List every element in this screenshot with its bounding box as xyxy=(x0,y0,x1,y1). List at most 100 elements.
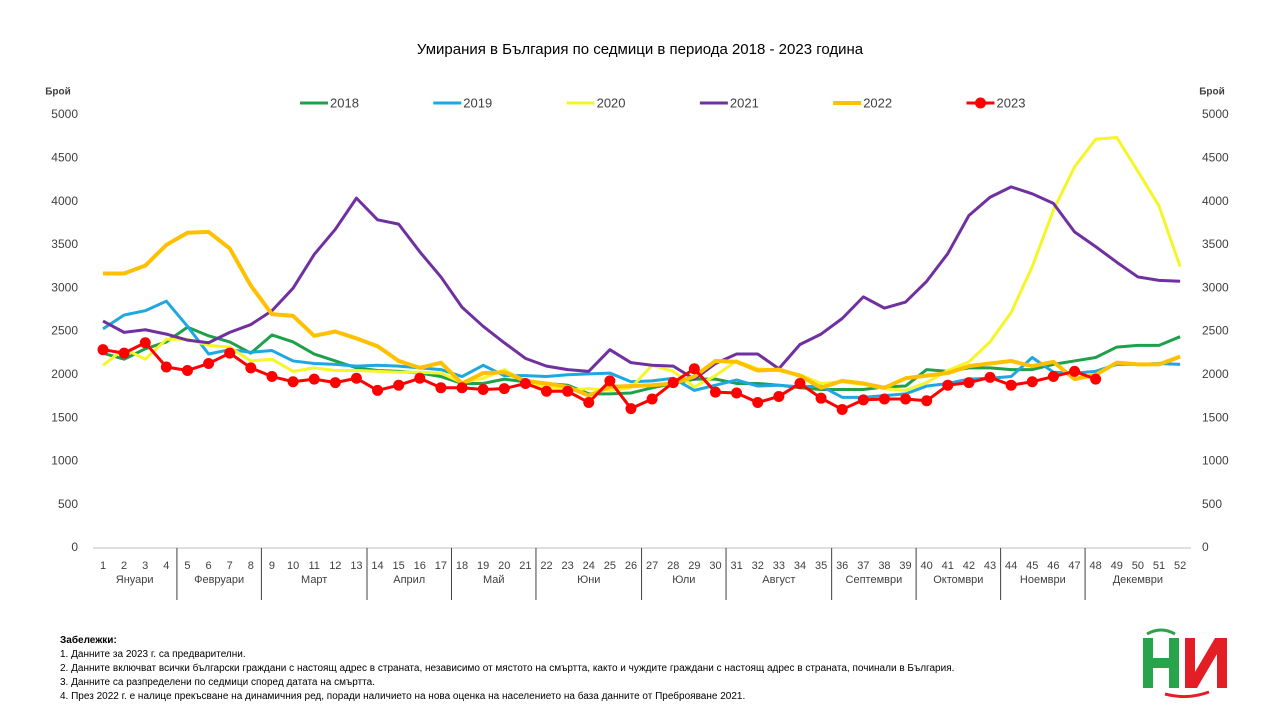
x-tick-label: 51 xyxy=(1153,560,1165,572)
y-tick-label: 2000 xyxy=(51,367,78,381)
x-tick-label: 44 xyxy=(1005,560,1017,572)
x-tick-label: 10 xyxy=(287,560,299,572)
y-tick-label: 3500 xyxy=(51,237,78,251)
x-tick-label: 16 xyxy=(414,560,426,572)
x-tick-label: 1 xyxy=(100,560,106,572)
x-tick-label: 24 xyxy=(583,560,595,572)
x-tick-label: 41 xyxy=(942,560,954,572)
point-marker xyxy=(709,386,721,398)
point-marker xyxy=(308,373,320,385)
month-label: Юли xyxy=(672,574,695,586)
x-tick-label: 40 xyxy=(921,560,933,572)
point-marker xyxy=(245,362,257,374)
logo-arc xyxy=(1146,628,1176,636)
point-marker xyxy=(815,392,827,404)
x-tick-label: 18 xyxy=(456,560,468,572)
point-marker xyxy=(646,393,658,405)
point-marker xyxy=(477,384,489,396)
y-axis-label: Брой xyxy=(45,87,71,98)
point-marker xyxy=(921,395,933,407)
y2-axis-label: Брой xyxy=(1199,87,1225,98)
x-tick-label: 21 xyxy=(519,560,531,572)
point-marker xyxy=(604,375,616,387)
note: 2. Данните включват всички български гра… xyxy=(60,663,955,674)
x-tick-label: 23 xyxy=(562,560,574,572)
month-label: Август xyxy=(762,574,795,586)
point-marker xyxy=(519,377,531,389)
legend-label: 2022 xyxy=(863,95,892,110)
y-tick-label: 1000 xyxy=(51,454,78,468)
x-tick-label: 42 xyxy=(963,560,975,572)
x-tick-label: 12 xyxy=(329,560,341,572)
y2-tick-label: 500 xyxy=(1202,497,1222,511)
point-marker xyxy=(752,397,764,409)
legend-label: 2021 xyxy=(730,95,759,110)
point-marker xyxy=(667,377,679,389)
series-line xyxy=(102,136,1182,392)
y2-tick-label: 3500 xyxy=(1202,237,1229,251)
x-tick-label: 26 xyxy=(625,560,637,572)
x-tick-label: 11 xyxy=(308,560,319,572)
point-marker xyxy=(900,393,912,405)
point-marker xyxy=(414,372,426,384)
y2-tick-label: 1000 xyxy=(1202,454,1229,468)
legend-label: 2018 xyxy=(330,95,359,110)
x-tick-label: 37 xyxy=(857,560,869,572)
point-marker xyxy=(203,358,215,370)
x-tick-label: 6 xyxy=(206,560,212,572)
point-marker xyxy=(963,377,975,389)
point-marker xyxy=(731,387,743,399)
y-tick-label: 4000 xyxy=(51,194,78,208)
x-tick-label: 38 xyxy=(878,560,890,572)
legend-label: 2019 xyxy=(463,95,492,110)
x-tick-label: 52 xyxy=(1174,560,1186,572)
point-marker xyxy=(224,347,236,359)
x-tick-label: 45 xyxy=(1026,560,1038,572)
month-label: Януари xyxy=(116,574,154,586)
x-tick-label: 2 xyxy=(121,560,127,572)
x-tick-label: 25 xyxy=(604,560,616,572)
point-marker xyxy=(878,393,890,405)
point-marker xyxy=(1069,365,1081,377)
note: 4. През 2022 г. е налице прекъсване на д… xyxy=(60,691,746,702)
point-marker xyxy=(857,394,869,406)
point-marker xyxy=(1090,373,1102,385)
point-marker xyxy=(1026,376,1038,388)
logo-letter xyxy=(1143,638,1179,688)
x-tick-label: 15 xyxy=(393,560,405,572)
month-label: Октомври xyxy=(933,574,983,586)
x-tick-label: 47 xyxy=(1068,560,1080,572)
point-marker xyxy=(393,379,405,391)
point-marker xyxy=(118,347,130,359)
point-marker xyxy=(350,372,362,384)
note: 1. Данните за 2023 г. са предварителни. xyxy=(60,649,246,660)
x-tick-label: 4 xyxy=(163,560,169,572)
x-tick-label: 9 xyxy=(269,560,275,572)
point-marker xyxy=(541,385,553,397)
y-tick-label: 4500 xyxy=(51,150,78,164)
point-marker xyxy=(688,363,700,375)
month-label: Юни xyxy=(577,574,600,586)
point-marker xyxy=(329,377,341,389)
point-marker xyxy=(266,371,278,383)
x-tick-label: 14 xyxy=(371,560,383,572)
point-marker xyxy=(160,361,172,373)
x-tick-label: 30 xyxy=(709,560,721,572)
point-marker xyxy=(1047,371,1059,383)
point-marker xyxy=(139,337,151,349)
x-tick-label: 29 xyxy=(688,560,700,572)
x-tick-label: 31 xyxy=(730,560,742,572)
x-tick-label: 32 xyxy=(752,560,764,572)
point-marker xyxy=(773,390,785,402)
point-marker xyxy=(435,382,447,394)
note: 3. Данните са разпределени по седмици сп… xyxy=(60,677,375,688)
point-marker xyxy=(97,344,109,356)
legend-label: 2023 xyxy=(997,95,1026,110)
point-marker xyxy=(794,377,806,389)
x-tick-label: 33 xyxy=(773,560,785,572)
point-marker xyxy=(372,384,384,396)
y2-tick-label: 5000 xyxy=(1202,107,1229,121)
series-line xyxy=(102,299,1181,399)
x-tick-label: 43 xyxy=(984,560,996,572)
